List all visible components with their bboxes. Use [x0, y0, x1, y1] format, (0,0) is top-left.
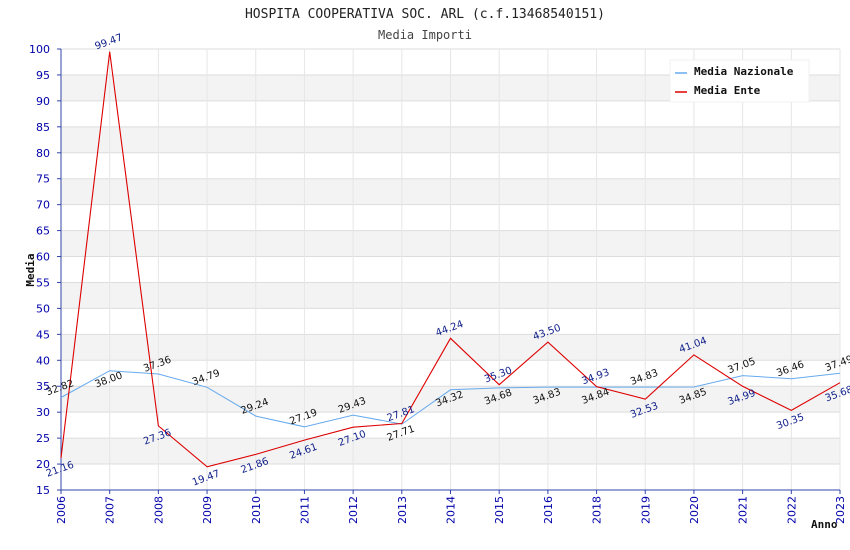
y-tick-label: 15 [36, 484, 50, 497]
x-tick-label: 2011 [298, 496, 311, 524]
x-tick-label: 2014 [445, 496, 458, 524]
y-tick-label: 35 [36, 380, 50, 393]
data-label-media-nazionale: 34.83 [629, 368, 660, 388]
x-tick-label: 2009 [201, 496, 214, 524]
y-tick-label: 100 [29, 43, 50, 56]
legend-box [669, 59, 810, 103]
x-axis-label: Anno [811, 518, 838, 531]
y-tick-label: 40 [36, 354, 50, 367]
data-label-media-nazionale: 36.46 [775, 359, 806, 379]
chart-title: HOSPITA COOPERATIVA SOC. ARL (c.f.134685… [245, 7, 605, 22]
x-tick-label: 2023 [834, 496, 847, 524]
y-tick-label: 80 [36, 147, 50, 160]
x-tick-label: 2010 [250, 496, 263, 524]
data-label-media-ente: 19.47 [191, 468, 222, 488]
data-label-media-nazionale: 34.79 [191, 368, 222, 388]
y-tick-label: 90 [36, 95, 50, 108]
x-tick-label: 2013 [396, 496, 409, 524]
y-tick-label: 25 [36, 432, 50, 445]
legend-label-media-ente: Media Ente [694, 84, 761, 97]
y-tick-label: 45 [36, 328, 50, 341]
grid-lines [60, 48, 841, 491]
chart-subtitle: Media Importi [378, 28, 472, 42]
x-tick-label: 2007 [104, 496, 117, 524]
y-tick-label: 70 [36, 199, 50, 212]
data-label-media-ente: 35.30 [483, 365, 514, 385]
data-label-media-ente: 30.35 [775, 412, 806, 432]
y-axis-label: Media [24, 253, 37, 286]
y-tick-label: 60 [36, 251, 50, 264]
legend: Media Nazionale Media Ente [669, 59, 810, 103]
y-tick-label: 50 [36, 302, 50, 315]
y-tick-label: 75 [36, 173, 50, 186]
y-tick-label: 20 [36, 458, 50, 471]
series-line-media-ente [60, 51, 841, 468]
x-tick-label: 2008 [152, 496, 165, 524]
x-tick-label: 2016 [542, 496, 555, 524]
y-tick-label: 85 [36, 121, 50, 134]
legend-label-media-nazionale: Media Nazionale [694, 65, 794, 78]
x-ticks: 2006 2007 2008 2009 2010 2011 2012 2013 2014 2015… [55, 490, 847, 524]
x-tick-label: 2022 [785, 496, 798, 524]
x-tick-label: 2021 [737, 496, 750, 524]
x-tick-label: 2012 [347, 496, 360, 524]
x-tick-label: 2020 [688, 496, 701, 524]
x-tick-label: 2015 [493, 496, 506, 524]
y-tick-label: 65 [36, 225, 50, 238]
y-ticks: 15 20 25 30 35 40 45 50 55 60 65 70 75 80 85 90 95 100 [29, 43, 61, 497]
x-tick-label: 2019 [639, 496, 652, 524]
y-tick-label: 95 [36, 69, 50, 82]
series-lines [60, 51, 841, 468]
x-tick-label: 2006 [55, 496, 68, 524]
x-tick-label: 2018 [591, 496, 604, 524]
y-tick-label: 55 [36, 276, 50, 289]
y-tick-label: 30 [36, 406, 50, 419]
data-label-media-ente: 34.93 [580, 367, 611, 387]
series-line-media-nazionale [60, 370, 841, 428]
